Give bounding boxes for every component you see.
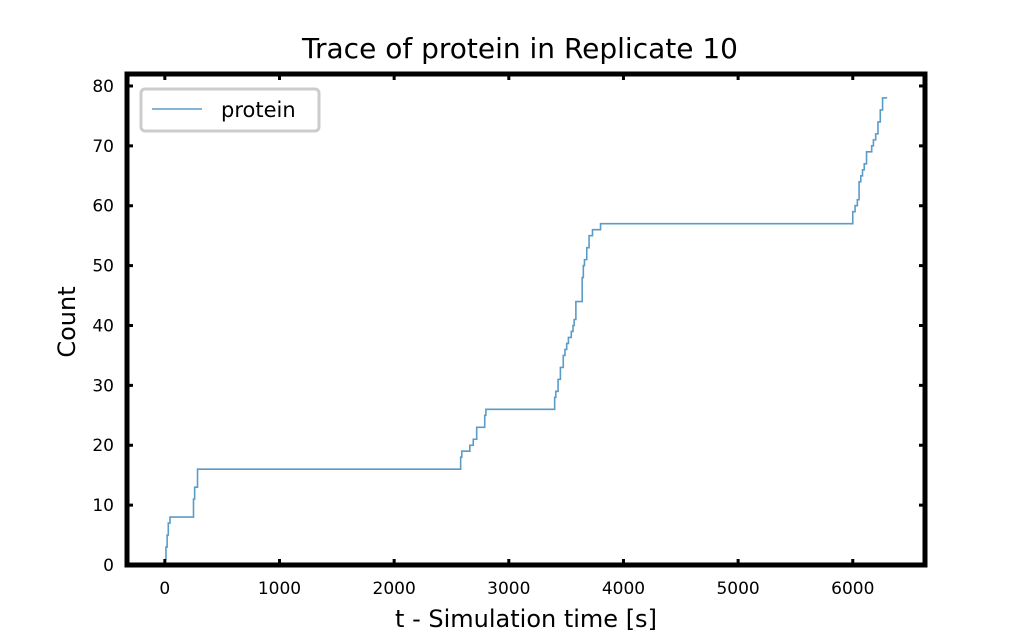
y-tick-label: 20 <box>92 436 114 456</box>
axis-ticks: 0 1000 2000 3000 4000 5000 6000 0 10 20 30 40 50 60 70… <box>92 74 925 599</box>
x-tick-label: 2000 <box>373 579 416 599</box>
chart-title: Trace of protein in Replicate 10 <box>301 32 738 65</box>
x-tick-label: 5000 <box>716 579 759 599</box>
y-tick-label: 60 <box>92 197 114 217</box>
y-tick-label: 50 <box>92 257 114 277</box>
y-tick-label: 10 <box>92 496 114 516</box>
series-line-protein <box>164 97 888 560</box>
y-tick-label: 80 <box>92 77 114 97</box>
x-tick-label: 4000 <box>602 579 645 599</box>
legend-label-protein: protein <box>221 98 296 122</box>
x-tick-label: 1000 <box>258 579 301 599</box>
x-tick-label: 6000 <box>831 579 874 599</box>
x-tick-label: 3000 <box>487 579 530 599</box>
plot-area <box>164 97 888 560</box>
y-tick-label: 0 <box>103 556 114 576</box>
y-tick-label: 40 <box>92 316 114 336</box>
legend: protein <box>139 87 321 133</box>
plot-frame <box>124 71 928 568</box>
y-axis-label: Count <box>53 286 81 357</box>
x-axis-label: t - Simulation time [s] <box>395 605 657 633</box>
legend-box <box>139 87 321 133</box>
y-tick-label: 70 <box>92 137 114 157</box>
x-tick-label: 0 <box>159 579 170 599</box>
y-tick-label: 30 <box>92 376 114 396</box>
